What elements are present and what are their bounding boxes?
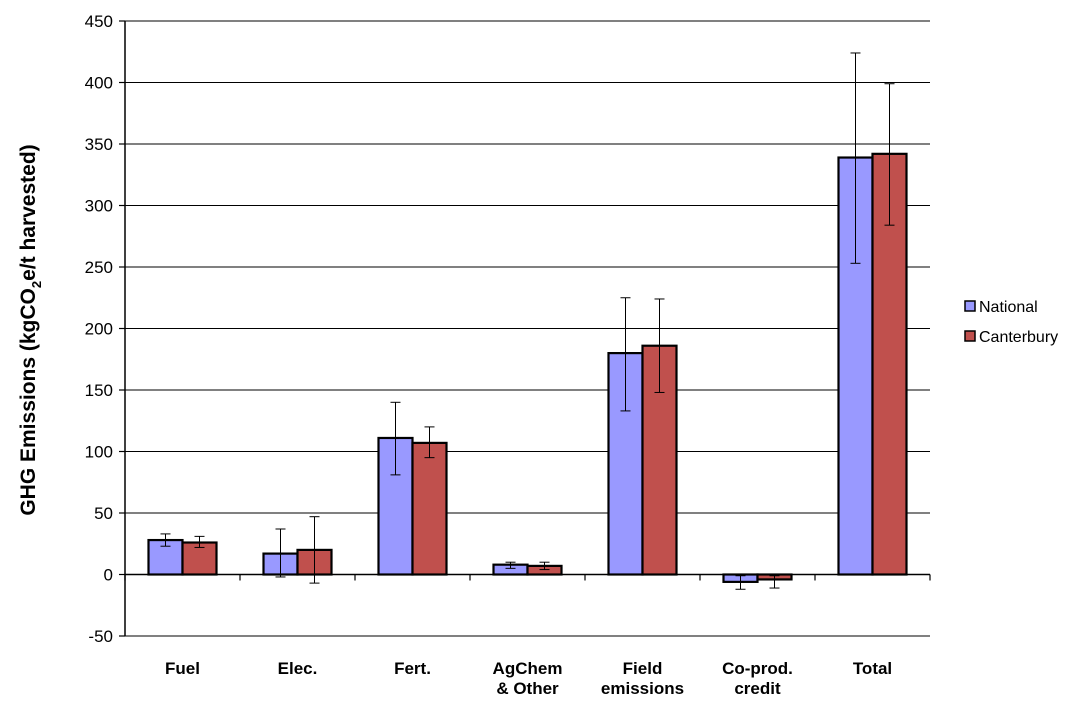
axes (119, 20, 931, 637)
y-axis-label: GHG Emissions (kgCO2e/t harvested) (17, 144, 44, 515)
x-tick-label: Co-prod. (722, 659, 793, 678)
x-tick-label: Field (623, 659, 663, 678)
y-tick-labels: -50 0 50 100 150 200 250 300 350 400 450 (85, 12, 113, 646)
y-axis-label-prefix: GHG Emissions (kgCO (17, 288, 40, 516)
y-tick-label: 50 (94, 504, 113, 523)
legend-label-national: National (979, 299, 1038, 316)
y-tick-label: 300 (85, 197, 113, 216)
y-tick-label: 0 (104, 566, 113, 585)
bar-canterbury (411, 441, 448, 576)
legend-box (958, 287, 1081, 363)
y-tick-label: 200 (85, 320, 113, 339)
legend-swatch-national (964, 300, 976, 312)
x-tick-label: emissions (601, 679, 684, 698)
x-tick-label: credit (734, 679, 781, 698)
y-tick-label: 450 (85, 12, 113, 31)
error-bars (160, 52, 895, 590)
x-tick-label: Elec. (278, 659, 318, 678)
x-tick-label: Fuel (165, 659, 200, 678)
y-tick-label: 400 (85, 74, 113, 93)
x-tick-label: & Other (496, 679, 559, 698)
x-tick-labels: Fuel Elec. Fert. AgChem& Other Fieldemission… (165, 659, 892, 698)
legend-label-canterbury: Canterbury (979, 329, 1058, 346)
bars (147, 152, 908, 583)
legend: National Canterbury (958, 287, 1081, 363)
y-tick-label: 150 (85, 381, 113, 400)
x-tick-label: Total (853, 659, 892, 678)
x-tick-label: Fert. (394, 659, 431, 678)
y-tick-label: 250 (85, 258, 113, 277)
y-tick-label: -50 (88, 627, 113, 646)
y-tick-label: 350 (85, 135, 113, 154)
y-tick-label: 100 (85, 443, 113, 462)
y-axis-label-suffix: e/t harvested) (17, 144, 40, 281)
legend-swatch-canterbury (964, 330, 976, 342)
y-axis-label-subscript: 2 (29, 281, 44, 288)
gridlines (125, 20, 930, 637)
x-tick-label: AgChem (493, 659, 563, 678)
